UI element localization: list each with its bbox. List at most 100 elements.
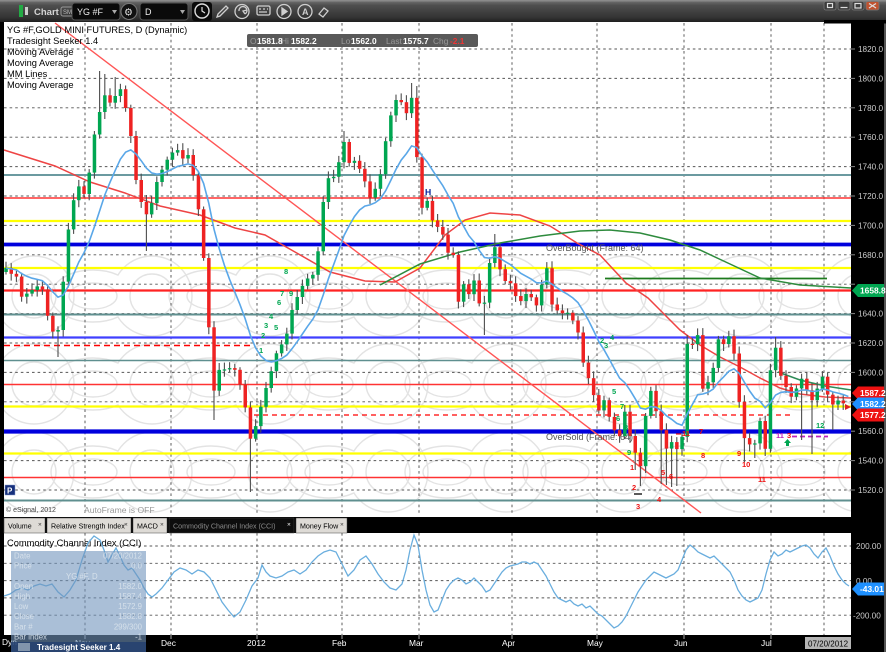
svg-text:1582.2: 1582.2 <box>291 36 317 46</box>
svg-text:Low: Low <box>14 602 29 611</box>
svg-text:Feb: Feb <box>332 638 347 648</box>
svg-text:P: P <box>7 487 13 496</box>
svg-text:1581.8: 1581.8 <box>257 36 283 46</box>
svg-text:Dec: Dec <box>161 638 176 648</box>
svg-text:Bar index: Bar index <box>14 633 47 642</box>
svg-text:1658.8: 1658.8 <box>860 286 886 296</box>
svg-text:3: 3 <box>636 502 640 511</box>
svg-text:SM: SM <box>63 10 72 16</box>
svg-text:Bar #: Bar # <box>14 623 33 632</box>
svg-text:-1: -1 <box>135 633 142 642</box>
svg-text:4: 4 <box>610 333 615 342</box>
svg-text:Moving Average: Moving Average <box>7 80 74 90</box>
svg-text:1740.0: 1740.0 <box>858 163 883 172</box>
svg-text:Price: Price <box>14 562 32 571</box>
svg-text:-2.1: -2.1 <box>450 36 465 46</box>
svg-text:5: 5 <box>274 323 278 332</box>
svg-text:5: 5 <box>661 468 665 477</box>
svg-text:8: 8 <box>701 451 705 460</box>
svg-text:11: 11 <box>682 429 690 438</box>
svg-text:2: 2 <box>261 331 265 340</box>
svg-text:1587.4: 1587.4 <box>118 592 143 601</box>
svg-text:YG #F, D: YG #F, D <box>66 572 98 581</box>
svg-text:1582.0: 1582.0 <box>118 582 143 591</box>
svg-text:299/300: 299/300 <box>114 623 143 632</box>
svg-text:11: 11 <box>776 431 784 440</box>
svg-text:Lo: Lo <box>341 36 351 46</box>
svg-text:Apr: Apr <box>502 638 515 648</box>
svg-text:10: 10 <box>742 460 750 469</box>
svg-text:Jul: Jul <box>761 638 772 648</box>
svg-text:AutoFrame is OFF: AutoFrame is OFF <box>84 505 155 515</box>
svg-text:Chg: Chg <box>433 36 449 46</box>
svg-text:4: 4 <box>657 495 662 504</box>
svg-text:Last: Last <box>386 36 403 46</box>
svg-text:1600.0: 1600.0 <box>858 368 883 377</box>
svg-text:07/20/2012: 07/20/2012 <box>808 640 849 649</box>
svg-text:1587.2: 1587.2 <box>860 388 886 398</box>
svg-text:2012: 2012 <box>247 638 266 648</box>
svg-text:11: 11 <box>758 475 766 484</box>
svg-text:Tradesight Seeker 1.4: Tradesight Seeker 1.4 <box>7 36 98 46</box>
svg-text:1575.7: 1575.7 <box>403 36 429 46</box>
svg-text:MM Lines: MM Lines <box>7 69 48 79</box>
svg-text:D: D <box>145 7 152 17</box>
svg-text:Moving Average: Moving Average <box>7 58 74 68</box>
svg-text:Chart: Chart <box>34 7 60 18</box>
svg-text:2: 2 <box>600 336 604 345</box>
svg-text:1577.2: 1577.2 <box>860 410 886 420</box>
svg-text:⚙: ⚙ <box>124 8 133 19</box>
svg-text:1700.0: 1700.0 <box>858 221 883 230</box>
svg-text:MACD: MACD <box>137 523 158 531</box>
svg-text:1760.0: 1760.0 <box>858 133 883 142</box>
svg-text:1520.0: 1520.0 <box>858 486 883 495</box>
svg-text:H: H <box>425 187 431 197</box>
svg-text:Date: Date <box>14 552 30 561</box>
svg-text:3: 3 <box>787 431 791 440</box>
svg-text:Tradesight Seeker 1.4: Tradesight Seeker 1.4 <box>37 643 121 652</box>
svg-text:1820.0: 1820.0 <box>858 45 883 54</box>
svg-text:4: 4 <box>269 312 274 321</box>
svg-text:1620.0: 1620.0 <box>858 339 883 348</box>
svg-text:3: 3 <box>264 321 268 330</box>
svg-text:6: 6 <box>277 298 281 307</box>
svg-text:A: A <box>302 7 309 17</box>
svg-text:May: May <box>587 638 604 648</box>
svg-text:1540.0: 1540.0 <box>858 457 883 466</box>
svg-text:1800.0: 1800.0 <box>858 74 883 83</box>
svg-text:7: 7 <box>280 289 284 298</box>
svg-text:Money Flow: Money Flow <box>300 523 339 531</box>
svg-text:2: 2 <box>632 483 636 492</box>
svg-text:1582.8: 1582.8 <box>118 612 142 621</box>
svg-text:7: 7 <box>699 427 703 436</box>
svg-text:7: 7 <box>620 402 624 411</box>
svg-text:×: × <box>340 522 344 529</box>
svg-text:×: × <box>160 522 164 529</box>
svg-text:Hi: Hi <box>281 36 289 46</box>
svg-text:OverBought (Frame: 64): OverBought (Frame: 64) <box>546 243 644 253</box>
svg-text:1562.0: 1562.0 <box>351 36 377 46</box>
svg-text:1582.2: 1582.2 <box>860 399 886 409</box>
svg-text:-43.01: -43.01 <box>860 584 884 594</box>
svg-text:0.00: 0.00 <box>856 577 872 586</box>
svg-text:1: 1 <box>630 463 634 472</box>
svg-text:-200.00: -200.00 <box>853 612 881 621</box>
svg-text:Commodity Channel Index (CCI): Commodity Channel Index (CCI) <box>7 538 141 548</box>
svg-text:Commodity Channel Index (CCI): Commodity Channel Index (CCI) <box>173 523 276 531</box>
svg-text:9: 9 <box>737 449 741 458</box>
svg-text:YG #F,GOLD MINI FUTURES, D (Dy: YG #F,GOLD MINI FUTURES, D (Dynamic) <box>7 25 187 35</box>
svg-text:Dyn: Dyn <box>2 637 17 647</box>
svg-text:Mar: Mar <box>409 638 424 648</box>
svg-text:6: 6 <box>669 472 673 481</box>
svg-text:07/20/2012: 07/20/2012 <box>103 552 142 561</box>
svg-text:1780.0: 1780.0 <box>858 104 883 113</box>
svg-text:1560.0: 1560.0 <box>858 427 883 436</box>
svg-text:Open: Open <box>14 582 33 591</box>
svg-text:3: 3 <box>604 341 608 350</box>
svg-text:6: 6 <box>616 414 620 423</box>
svg-text:Jun: Jun <box>674 638 688 648</box>
svg-text:×: × <box>124 522 128 529</box>
svg-text:Relative Strength Index: Relative Strength Index <box>51 523 125 531</box>
svg-text:8: 8 <box>624 423 628 432</box>
svg-text:High: High <box>14 592 30 601</box>
